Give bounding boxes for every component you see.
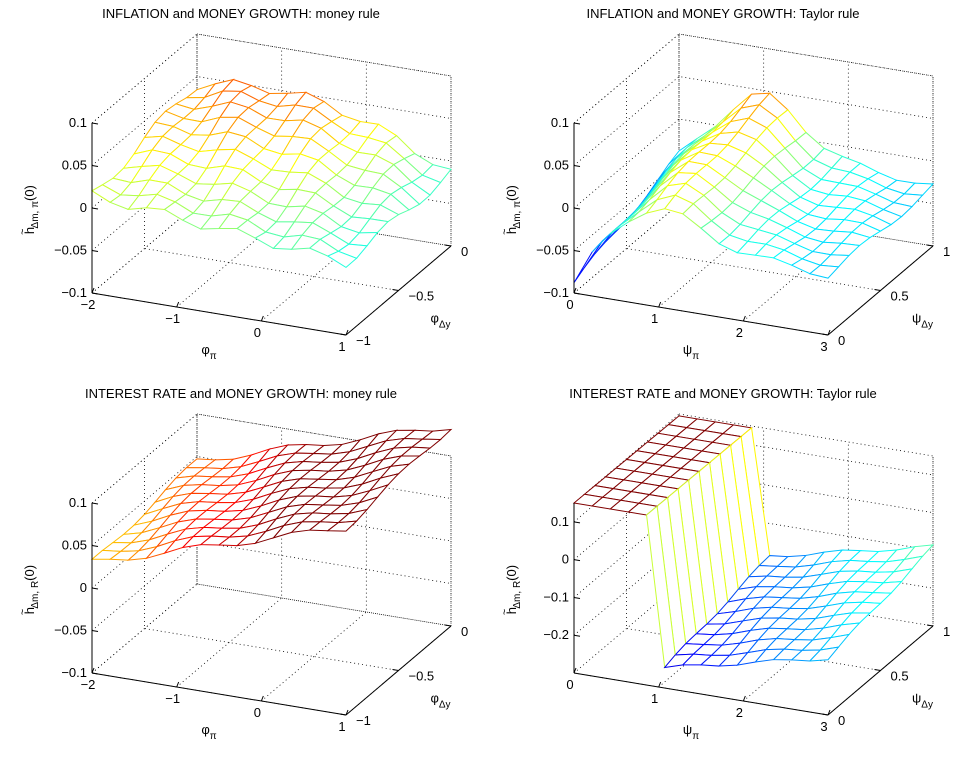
x-tick-label: 1 bbox=[651, 311, 658, 326]
z-tick-label: 0 bbox=[80, 200, 87, 215]
z-tick-label: 0.05 bbox=[62, 158, 87, 173]
chart-title: INFLATION and MONEY GROWTH: money rule bbox=[102, 6, 380, 21]
y-tick-label: −1 bbox=[356, 333, 371, 348]
surface-cell bbox=[808, 264, 840, 279]
z-tick-label: −0.2 bbox=[543, 627, 569, 642]
surface-plot: −0.1 −0.05 0 0.05 0.1 −2 −1 0 1 −1 −0.5 0 φπ φΔy h~Δm,… bbox=[17, 413, 468, 742]
surface-cell bbox=[609, 211, 640, 234]
z-axis-label: h~Δm, π(0) bbox=[17, 185, 41, 235]
surface-mesh bbox=[572, 415, 935, 669]
x-tick-label: −1 bbox=[165, 691, 180, 706]
x-tick-label: 1 bbox=[338, 719, 345, 734]
z-axis-label: h~Δm, π(0) bbox=[499, 185, 523, 235]
y-tick-label: 0 bbox=[461, 244, 468, 259]
z-tick-label: 0.1 bbox=[551, 115, 569, 130]
y-tick-label: −1 bbox=[356, 713, 371, 728]
x-tick-label: 3 bbox=[820, 339, 827, 354]
x-tick-label: 2 bbox=[736, 705, 743, 720]
y-tick-label: −0.5 bbox=[409, 669, 435, 684]
y-axis-label: ψΔy bbox=[912, 691, 933, 711]
y-tick-label: 1 bbox=[943, 244, 950, 259]
surface-mesh bbox=[573, 92, 935, 284]
x-axis bbox=[573, 672, 829, 716]
y-axis-label: φΔy bbox=[430, 311, 450, 331]
x-tick-label: 0 bbox=[566, 297, 573, 312]
y-tick-label: 0 bbox=[461, 624, 468, 639]
z-tick-label: −0.1 bbox=[61, 665, 87, 680]
z-tick-label: −0.05 bbox=[54, 243, 87, 258]
z-axis-label: h~Δm, R(0) bbox=[499, 565, 523, 615]
y-tick-label: 0 bbox=[838, 713, 845, 728]
x-tick-label: 1 bbox=[338, 339, 345, 354]
x-tick-label: 1 bbox=[651, 691, 658, 706]
surface-cell bbox=[808, 646, 840, 662]
z-tick-label: 0.1 bbox=[69, 495, 87, 510]
z-tick-label: 0.1 bbox=[551, 514, 569, 529]
surface-cell bbox=[326, 250, 358, 269]
x-axis-label: φπ bbox=[201, 722, 216, 742]
x-axis-label: φπ bbox=[201, 342, 216, 362]
x-axis bbox=[91, 292, 347, 336]
z-tick-label: 0.05 bbox=[62, 538, 87, 553]
x-axis bbox=[573, 292, 829, 336]
surface-cell bbox=[326, 520, 358, 532]
z-tick-label: 0 bbox=[562, 552, 569, 567]
z-tick-label: −0.1 bbox=[61, 285, 87, 300]
x-tick-label: 2 bbox=[736, 325, 743, 340]
z-tick-label: −0.1 bbox=[543, 285, 569, 300]
y-tick-label: −0.5 bbox=[409, 289, 435, 304]
chart-title: INTEREST RATE and MONEY GROWTH: money ru… bbox=[84, 386, 398, 401]
z-tick-label: −0.1 bbox=[543, 589, 569, 604]
y-tick-label: 0 bbox=[838, 333, 845, 348]
z-tick-label: 0.05 bbox=[544, 158, 569, 173]
x-tick-label: −2 bbox=[81, 677, 96, 692]
z-tick-label: 0 bbox=[80, 580, 87, 595]
y-tick-label: 0.5 bbox=[891, 289, 909, 304]
chart-panel-4: INTEREST RATE and MONEY GROWTH: Taylor r… bbox=[482, 380, 964, 760]
x-tick-label: 3 bbox=[820, 719, 827, 734]
surface-plot: −0.1 −0.05 0 0.05 0.1 −2 −1 0 1 −1 −0.5 0 φπ φΔy h~Δm,… bbox=[17, 33, 468, 362]
z-tick-label: −0.05 bbox=[536, 243, 569, 258]
y-tick-label: 1 bbox=[943, 624, 950, 639]
x-tick-label: −2 bbox=[81, 297, 96, 312]
x-axis-label: ψπ bbox=[683, 722, 699, 742]
x-tick-label: 0 bbox=[566, 677, 573, 692]
x-tick-label: −1 bbox=[165, 311, 180, 326]
surface-mesh bbox=[91, 78, 452, 269]
x-tick-label: 0 bbox=[254, 325, 261, 340]
y-axis-label: ψΔy bbox=[912, 311, 933, 331]
surface-cell bbox=[573, 240, 604, 284]
chart-title: INFLATION and MONEY GROWTH: Taylor rule bbox=[586, 6, 860, 21]
chart-panel-1: INFLATION and MONEY GROWTH: money rule −… bbox=[0, 0, 482, 380]
z-tick-label: 0.1 bbox=[69, 115, 87, 130]
x-tick-label: 0 bbox=[254, 705, 261, 720]
y-axis-label: φΔy bbox=[430, 691, 450, 711]
y-tick-label: 0.5 bbox=[891, 669, 909, 684]
surface-mesh bbox=[90, 428, 453, 561]
x-axis bbox=[91, 672, 347, 716]
z-tick-label: −0.05 bbox=[54, 623, 87, 638]
z-axis-label: h~Δm, R(0) bbox=[17, 565, 41, 615]
x-axis-label: ψπ bbox=[683, 342, 699, 362]
z-tick-label: 0 bbox=[562, 200, 569, 215]
chart-panel-2: INFLATION and MONEY GROWTH: Taylor rule … bbox=[482, 0, 964, 380]
chart-title: INTEREST RATE and MONEY GROWTH: Taylor r… bbox=[569, 386, 877, 401]
chart-panel-3: INTEREST RATE and MONEY GROWTH: money ru… bbox=[0, 380, 482, 760]
